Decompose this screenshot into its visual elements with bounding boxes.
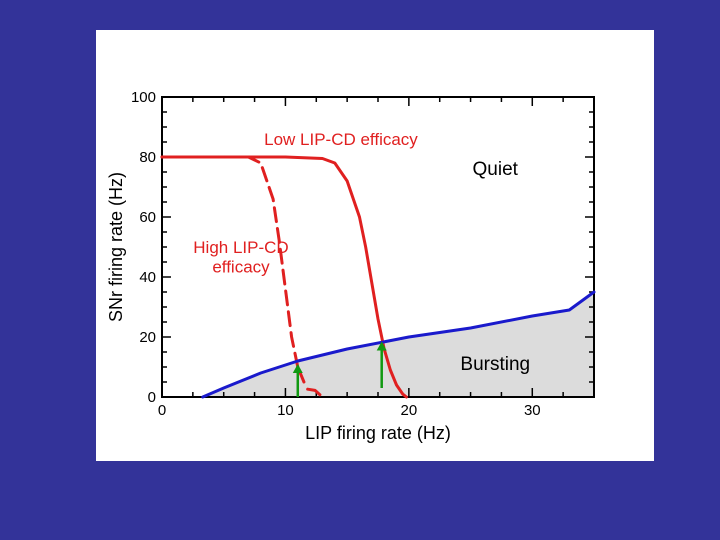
x-tick-label: 20 <box>401 402 418 419</box>
region-label-quiet: Quiet <box>473 159 519 180</box>
annotation-low-efficacy: Low LIP-CD efficacy <box>264 130 418 149</box>
y-tick-label: 100 <box>131 89 156 106</box>
y-tick-label: 20 <box>139 329 156 346</box>
series-line-high-lip-cd-efficacy <box>160 155 306 384</box>
series-line-low-lip-cd-efficacy <box>160 155 408 399</box>
region-label-bursting: Bursting <box>460 354 530 375</box>
annotation-high-efficacy-line2: efficacy <box>212 258 270 277</box>
y-tick-label: 0 <box>148 389 156 406</box>
x-axis-label: LIP firing rate (Hz) <box>305 423 451 443</box>
bursting-fill-area <box>202 292 594 397</box>
series-line-bursting-boundary <box>201 290 596 399</box>
arrows <box>292 341 387 397</box>
axes: 0 10 20 30 0 20 40 60 80 100 <box>131 89 595 419</box>
x-tick-label: 30 <box>524 402 541 419</box>
bursting-region-fill <box>202 292 594 397</box>
figure-panel: 0 10 20 30 0 20 40 60 80 100 LIP firing rate (Hz)… <box>96 30 654 461</box>
arrow-head <box>292 364 303 373</box>
series-group <box>160 155 596 399</box>
y-tick-label: 60 <box>139 209 156 226</box>
y-tick-label: 40 <box>139 269 156 286</box>
arrow-head <box>376 341 387 351</box>
series-line-high-lip-cd-efficacy-low-branch <box>306 387 324 399</box>
annotation-high-efficacy-line1: High LIP-CD <box>193 238 288 257</box>
chart: 0 10 20 30 0 20 40 60 80 100 LIP firing rate (Hz)… <box>106 89 596 443</box>
y-tick-label: 80 <box>139 149 156 166</box>
x-tick-label: 10 <box>277 402 294 419</box>
x-tick-label: 0 <box>158 402 166 419</box>
y-axis-label: SNr firing rate (Hz) <box>106 172 126 322</box>
